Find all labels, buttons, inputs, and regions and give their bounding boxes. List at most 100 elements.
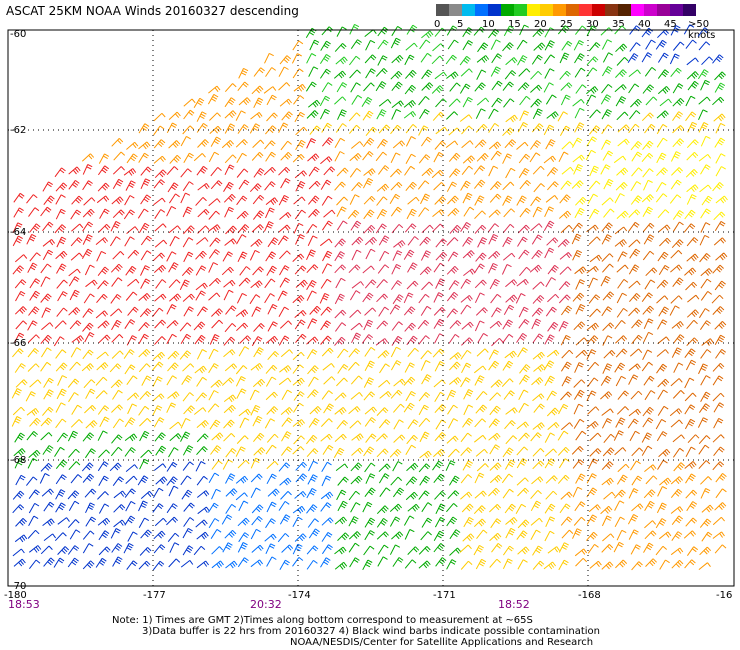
wind-barb	[351, 182, 363, 192]
wind-barb	[138, 517, 150, 529]
wind-barb	[712, 96, 725, 106]
wind-barb	[560, 391, 572, 401]
wind-barb	[82, 560, 95, 570]
wind-barb	[546, 167, 559, 177]
wind-barb	[251, 544, 264, 553]
wind-barb	[641, 194, 654, 203]
wind-barb	[575, 279, 585, 290]
wind-barb	[460, 560, 473, 570]
wind-barb	[433, 530, 445, 542]
wind-barb	[308, 376, 319, 387]
wind-barb	[95, 557, 107, 568]
wind-barb	[686, 337, 699, 347]
wind-barb	[616, 308, 628, 318]
wind-barb	[659, 559, 670, 570]
wind-barb	[502, 195, 513, 206]
wind-barb	[614, 320, 626, 330]
wind-barb	[475, 558, 487, 570]
wind-barb	[252, 266, 264, 276]
wind-barb	[365, 248, 376, 260]
wind-barb	[406, 280, 419, 290]
wind-barb	[435, 126, 448, 135]
wind-barb	[154, 239, 168, 248]
wind-barb	[460, 295, 473, 303]
wind-barb	[320, 433, 333, 442]
wind-barb	[657, 389, 668, 400]
wind-barb	[687, 434, 700, 444]
wind-barb	[502, 447, 514, 458]
wind-barb	[476, 348, 489, 357]
wind-barb	[421, 374, 432, 385]
wind-barb	[488, 233, 499, 245]
legend-swatch	[644, 4, 657, 16]
wind-barb	[530, 223, 543, 232]
wind-barb	[389, 503, 402, 512]
wind-barb	[12, 548, 25, 557]
wind-barb	[474, 490, 487, 499]
wind-barb	[306, 504, 318, 514]
wind-barb	[166, 375, 177, 386]
wind-barb	[265, 543, 276, 555]
wind-barb	[361, 334, 374, 344]
wind-barb	[544, 448, 557, 457]
wind-barb	[253, 432, 265, 443]
wind-barb	[27, 529, 40, 539]
wind-barb	[224, 164, 235, 176]
wind-barb	[15, 290, 26, 302]
wind-barb	[586, 473, 597, 484]
wind-barb	[307, 389, 319, 399]
wind-barb	[154, 432, 166, 442]
wind-barb	[418, 154, 431, 164]
wind-barb	[153, 530, 166, 540]
pass-time-label: 20:32	[250, 598, 282, 611]
wind-barb	[377, 55, 388, 66]
wind-barb	[363, 168, 376, 176]
wind-barb	[179, 322, 192, 332]
wind-barb	[403, 515, 415, 526]
legend-swatch	[670, 4, 683, 16]
wind-barb	[448, 152, 461, 162]
wind-barb	[111, 543, 123, 553]
wind-barb	[502, 42, 514, 52]
wind-barb	[207, 93, 219, 105]
wind-barb	[151, 361, 164, 371]
wind-barb	[698, 96, 711, 105]
wind-barb	[306, 336, 319, 345]
wind-barb	[641, 361, 654, 372]
wind-barb	[68, 392, 79, 403]
legend-label-25: 25	[560, 19, 573, 30]
wind-barb	[349, 290, 361, 301]
wind-barb	[504, 420, 516, 430]
wind-barb	[502, 558, 513, 570]
wind-barb	[225, 560, 238, 569]
wind-barb	[351, 332, 362, 344]
wind-barb	[349, 55, 361, 66]
wind-barb	[152, 560, 165, 571]
wind-barb	[334, 43, 347, 52]
wind-barb	[169, 542, 180, 553]
wind-barb	[123, 168, 137, 176]
wind-barb	[488, 250, 501, 260]
wind-barb	[616, 264, 629, 273]
wind-barb	[195, 282, 208, 291]
wind-barb	[235, 110, 246, 121]
wind-barb	[25, 391, 36, 402]
wind-barb	[153, 544, 166, 554]
wind-barb	[617, 138, 630, 147]
wind-barb	[503, 208, 516, 218]
wind-barb	[656, 363, 668, 374]
wind-barb	[641, 52, 653, 63]
wind-barb	[614, 447, 627, 456]
wind-barb	[644, 500, 655, 511]
wind-barb	[393, 378, 406, 387]
wind-barb	[140, 166, 152, 176]
wind-barb	[336, 220, 348, 231]
wind-barb	[544, 530, 555, 542]
wind-barb	[656, 502, 667, 514]
wind-barb	[321, 220, 333, 231]
wind-barb	[477, 42, 489, 53]
wind-barb	[42, 239, 55, 247]
wind-barb	[390, 70, 403, 80]
wind-barb	[420, 305, 432, 316]
wind-barb	[601, 515, 612, 527]
